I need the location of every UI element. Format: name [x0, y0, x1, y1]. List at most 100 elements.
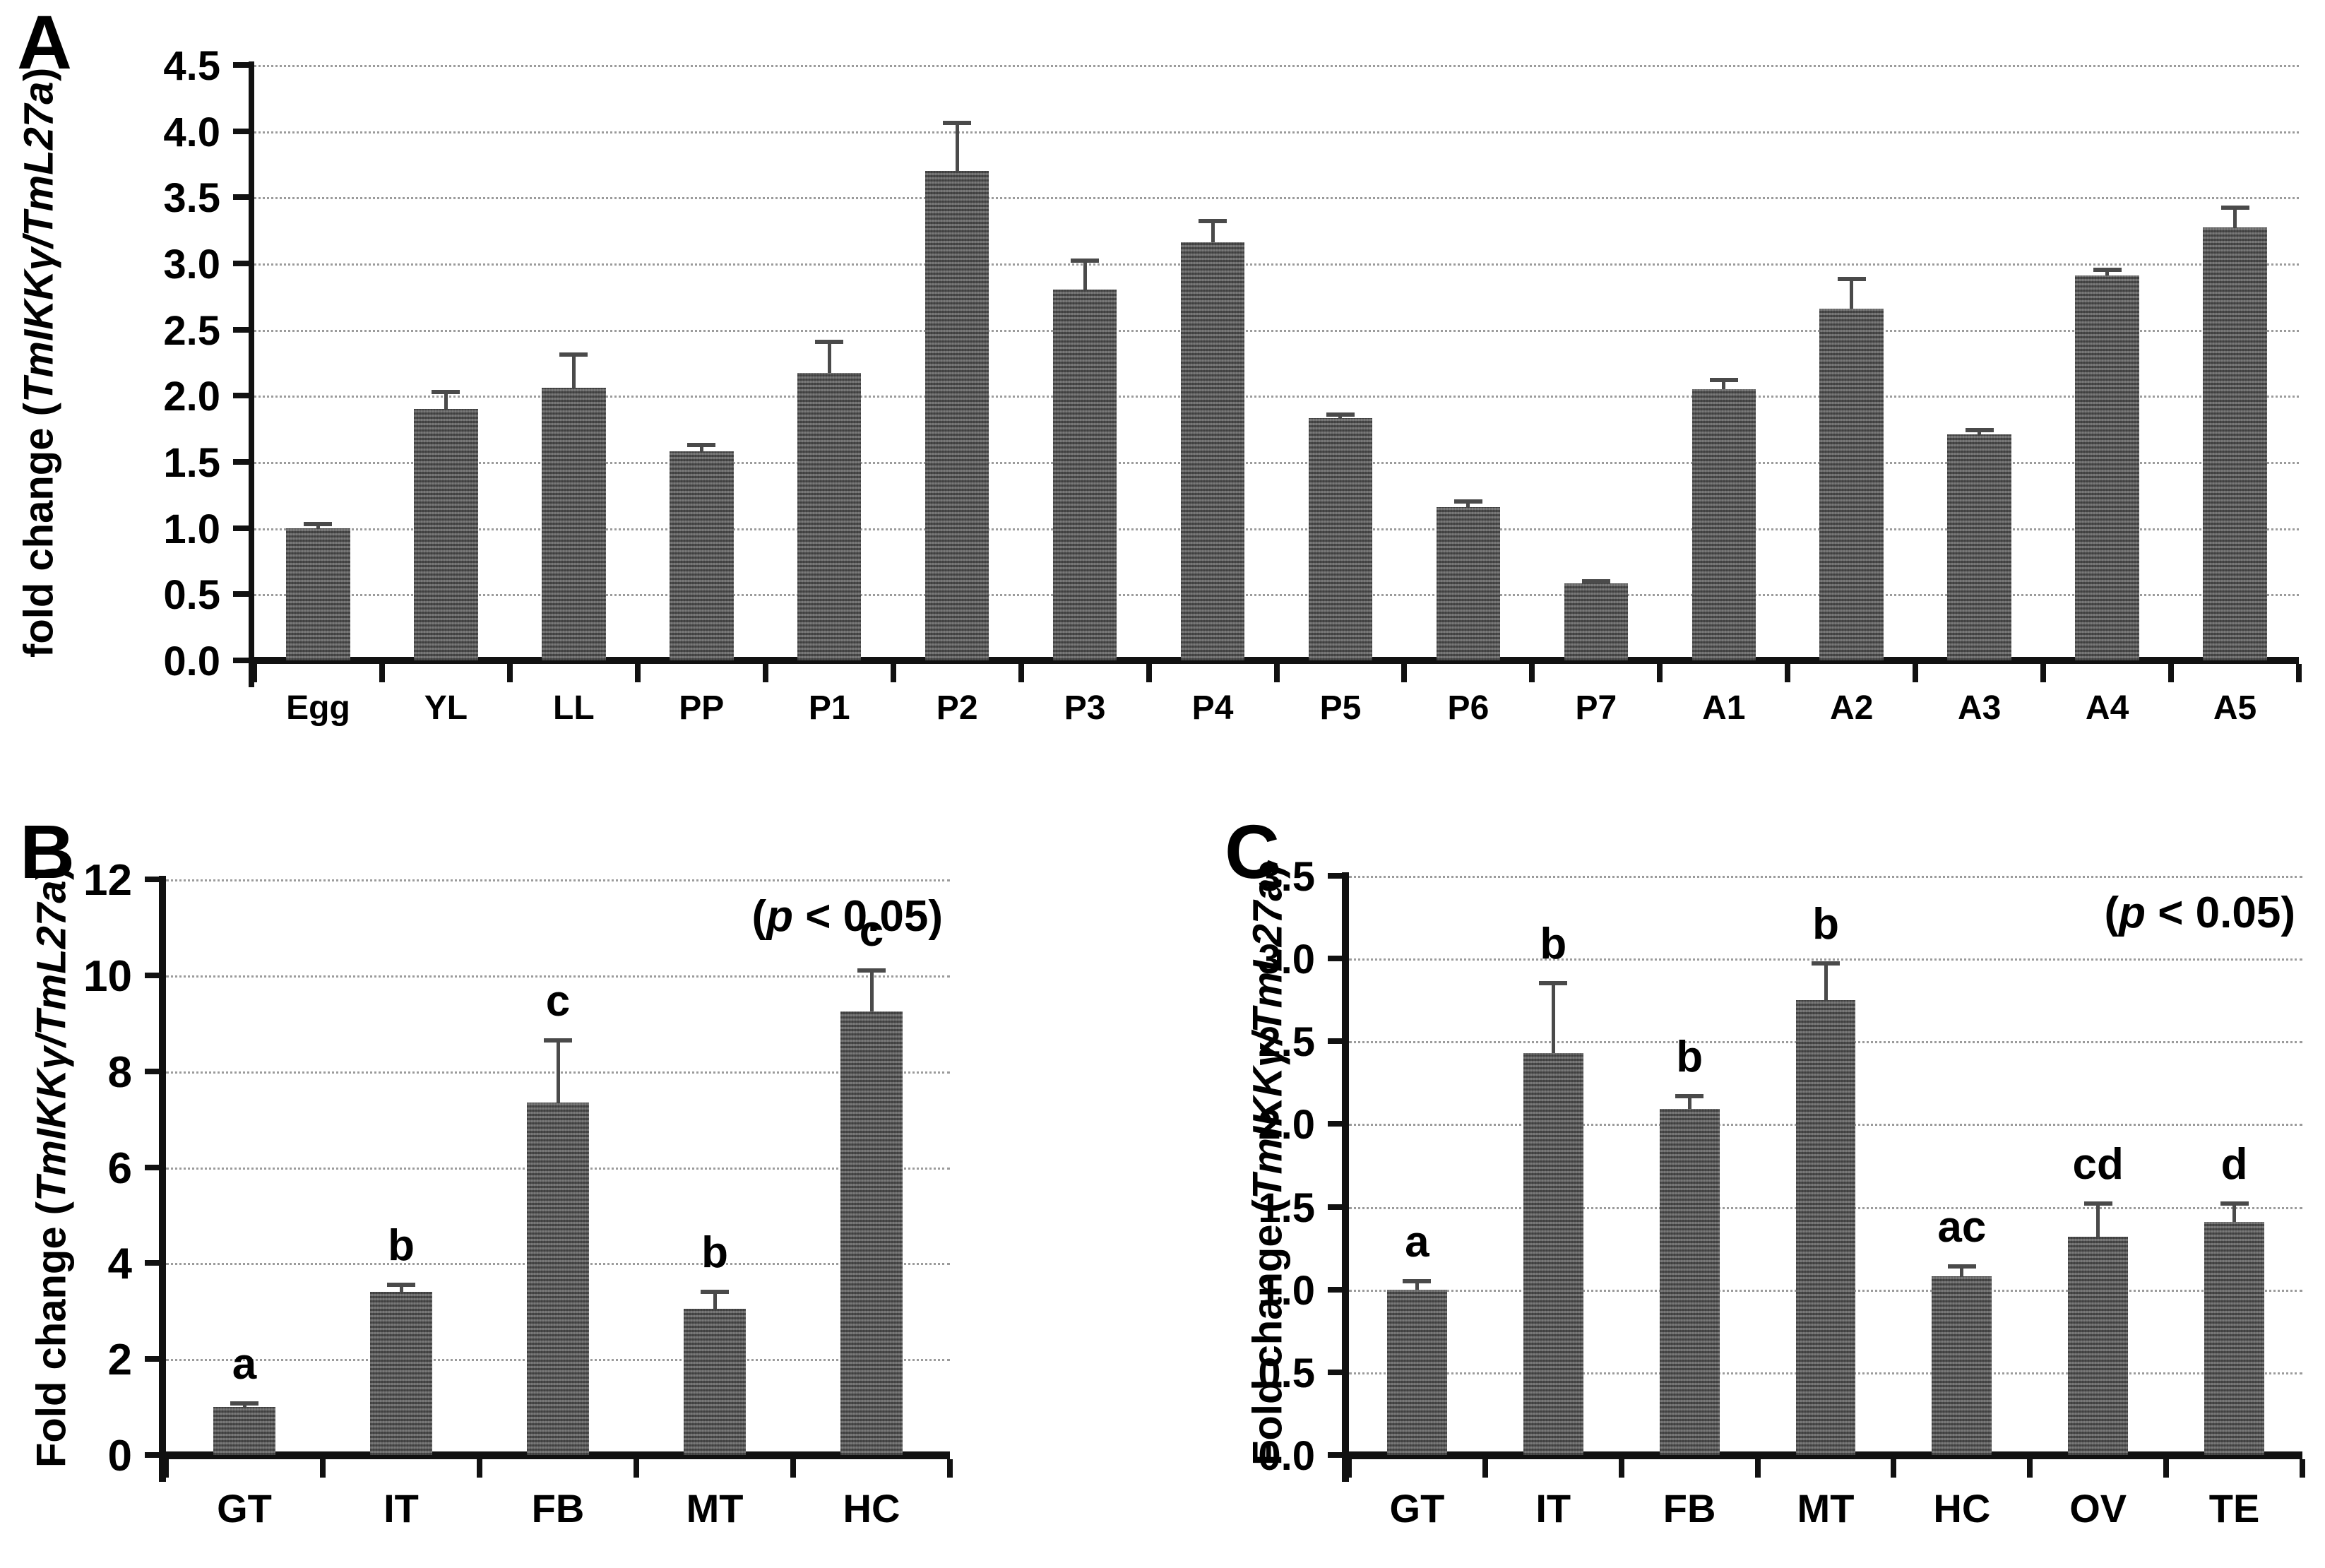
gridline [1349, 1206, 2302, 1209]
error-cap-FB [1675, 1093, 1704, 1098]
error-cap-Egg [304, 522, 333, 527]
y-axis-title-prefix: Fold change ( [1244, 1199, 1291, 1466]
y-tick-label: 3.0 [1258, 937, 1315, 983]
x-tick-mark [1401, 664, 1408, 682]
gridline [254, 263, 2299, 266]
gridline [1349, 876, 2302, 878]
gridline [166, 1071, 950, 1074]
bar-MT [1795, 999, 1856, 1455]
y-tick-label: 0.0 [1258, 1433, 1315, 1479]
error-cap-HC [857, 968, 886, 973]
gridline [166, 879, 950, 881]
gridline [1349, 958, 2302, 961]
gridline [166, 1263, 950, 1266]
y-tick-mark [1328, 1286, 1349, 1293]
x-tick-label-P6: P6 [1447, 689, 1489, 727]
sig-letter-IT: b [388, 1220, 415, 1270]
error-bar-FB [556, 1040, 560, 1103]
error-bar-PP [699, 444, 703, 451]
y-axis-title-gene: TmIKKγ/TmL27a [1244, 878, 1291, 1200]
y-tick-mark [1328, 1204, 1349, 1210]
bar-P5 [1308, 418, 1373, 660]
y-tick-mark [233, 326, 254, 333]
bar-P2 [924, 170, 989, 660]
gridline [166, 1359, 950, 1362]
y-tick-label: 4.5 [163, 43, 220, 89]
x-tick-label-HC: HC [843, 1486, 900, 1531]
x-tick-mark [2040, 664, 2047, 682]
y-tick-mark [1328, 1369, 1349, 1375]
x-tick-label-P3: P3 [1064, 689, 1106, 727]
error-bar-IT [1551, 983, 1555, 1053]
x-tick-mark [2163, 1459, 2170, 1478]
x-tick-mark [762, 664, 768, 682]
significance-note-C: (p < 0.05) [2104, 891, 2295, 935]
x-tick-label-FB: FB [531, 1486, 585, 1531]
error-bar-P5 [1338, 414, 1343, 419]
sig-letter-HC: c [859, 907, 884, 956]
y-axis-line [1342, 872, 1349, 1482]
x-tick-mark [947, 1459, 953, 1478]
error-bar-A2 [1850, 279, 1854, 309]
bar-HC [1932, 1276, 1992, 1455]
error-cap-GT [1403, 1279, 1432, 1283]
y-tick-mark [145, 1068, 166, 1074]
error-bar-P6 [1466, 501, 1470, 507]
sig-letter-TE: d [2220, 1139, 2248, 1189]
x-tick-label-A4: A4 [2085, 689, 2129, 727]
x-axis-line [1342, 1451, 2302, 1459]
x-tick-label-IT: IT [383, 1486, 419, 1531]
y-tick-mark [233, 591, 254, 598]
error-cap-TE [2220, 1201, 2249, 1206]
y-tick-label: 12 [83, 856, 132, 905]
error-cap-P1 [815, 339, 844, 344]
error-bar-Egg [316, 524, 320, 528]
x-tick-label-GT: GT [217, 1486, 272, 1531]
x-tick-mark [790, 1459, 796, 1478]
bar-FB [1659, 1109, 1720, 1455]
y-tick-mark [1328, 956, 1349, 962]
plot-area-C: (p < 0.05) 0.0 0.5 1.0 1.5 2.0 2.5 3.0 3.5 a GT b I… [1258, 857, 2305, 1528]
y-tick-mark [145, 972, 166, 978]
error-cap-MT [701, 1290, 729, 1295]
bar-P3 [1052, 290, 1117, 660]
sig-letter-MT: b [701, 1228, 728, 1278]
bar-P7 [1564, 583, 1629, 660]
gridline [254, 462, 2299, 464]
x-tick-label-GT: GT [1389, 1486, 1445, 1531]
y-axis-title-suffix: ) [1244, 865, 1291, 879]
bar-A3 [1947, 434, 2011, 660]
error-bar-IT [399, 1284, 403, 1293]
sig-letter-HC: ac [1937, 1202, 1987, 1252]
x-tick-mark [1657, 664, 1663, 682]
x-tick-mark [1346, 1459, 1352, 1478]
x-tick-label-P5: P5 [1319, 689, 1362, 727]
gridline [254, 65, 2299, 67]
x-axis-line [159, 1451, 950, 1459]
bar-P6 [1436, 506, 1501, 660]
x-tick-mark [506, 664, 513, 682]
gridline [254, 396, 2299, 398]
x-tick-label-LL: LL [553, 689, 595, 727]
y-axis-title-suffix: ) [16, 68, 62, 82]
bar-MT [683, 1308, 747, 1455]
error-cap-IT [1539, 981, 1568, 986]
y-tick-mark [233, 128, 254, 134]
error-bar-P2 [955, 123, 959, 171]
x-tick-label-YL: YL [424, 689, 468, 727]
error-bar-GT [1415, 1281, 1419, 1290]
error-cap-FB [544, 1038, 572, 1043]
gridline [1349, 1041, 2302, 1044]
x-tick-mark [1913, 664, 1919, 682]
y-tick-mark [145, 1452, 166, 1458]
y-tick-mark [233, 261, 254, 266]
error-cap-A4 [2093, 268, 2122, 273]
x-tick-mark [1482, 1459, 1488, 1478]
x-tick-mark [1018, 664, 1024, 682]
y-tick-mark [233, 393, 254, 399]
x-tick-mark [634, 664, 641, 682]
x-tick-mark [1785, 664, 1791, 682]
